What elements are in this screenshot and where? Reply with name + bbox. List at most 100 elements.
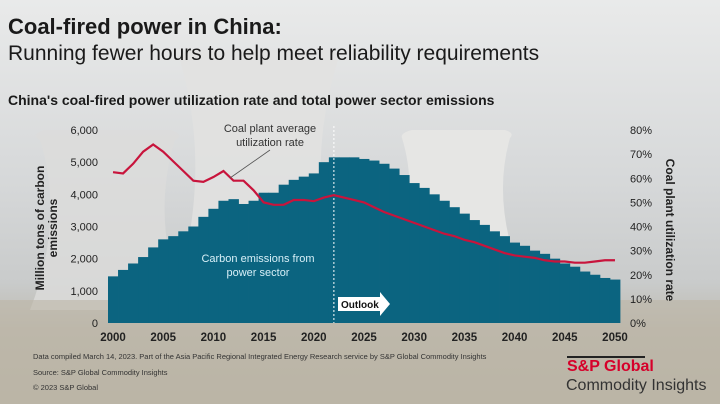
emissions-bar [439, 200, 450, 323]
brand-logo-name: S&P Global [567, 358, 654, 375]
emissions-bar [108, 276, 119, 323]
left-tick-label: 1,000 [70, 286, 98, 298]
x-tick-label: 2020 [301, 332, 327, 344]
emissions-bar [198, 216, 209, 323]
emissions-bar [429, 194, 440, 323]
emissions-bar [288, 179, 300, 323]
emissions-bar [248, 200, 259, 323]
right-axis-label: Coal plant utilization rate [663, 159, 677, 302]
emissions-bar [138, 257, 149, 323]
x-tick-label: 2015 [251, 332, 277, 344]
footer-note: Data compiled March 14, 2023. Part of th… [33, 352, 487, 361]
right-tick-label: 50% [630, 197, 652, 209]
emissions-bar [298, 176, 310, 323]
emissions-bar [218, 200, 229, 323]
x-tick-label: 2050 [602, 332, 628, 344]
right-tick-label: 70% [630, 149, 652, 161]
emissions-bar [338, 157, 350, 323]
left-axis-label-line: Million tons of carbon [33, 166, 47, 291]
brand-logo-tagline: Commodity Insights [566, 377, 707, 394]
emissions-bar [118, 269, 129, 323]
chart-title: China's coal-fired power utilization rat… [8, 92, 495, 108]
emissions-bar [238, 203, 249, 323]
right-tick-label: 60% [630, 173, 652, 185]
emissions-bar [308, 173, 320, 323]
emissions-bar [178, 231, 189, 323]
x-tick-label: 2045 [552, 332, 578, 344]
right-tick-label: 20% [630, 270, 652, 282]
utilization-line [112, 143, 615, 264]
x-tick-label: 2035 [452, 332, 478, 344]
x-tick-label: 2000 [100, 332, 126, 344]
emissions-bar [479, 224, 490, 323]
emissions-bar [208, 208, 219, 323]
right-tick-label: 0% [630, 318, 646, 330]
left-tick-label: 6,000 [70, 125, 98, 137]
left-tick-label: 2,000 [70, 254, 98, 266]
left-tick-label: 3,000 [70, 222, 98, 234]
page-subtitle: Running fewer hours to help meet reliabi… [8, 42, 540, 65]
emissions-bar [489, 231, 500, 323]
emissions-bar [389, 168, 400, 323]
bar-annotation-1: Carbon emissions from [201, 253, 314, 265]
line-annotation-2: utilization rate [236, 137, 304, 149]
right-tick-label: 80% [630, 125, 652, 137]
right-tick-label: 10% [630, 294, 652, 306]
x-tick-label: 2030 [401, 332, 427, 344]
right-tick-label: 30% [630, 246, 652, 258]
emissions-bar [419, 187, 430, 323]
left-axis-label-line: emissions [46, 198, 60, 257]
emissions-bar [358, 158, 370, 323]
annotation-leader [229, 149, 271, 179]
emissions-bar [369, 160, 380, 323]
left-tick-label: 0 [92, 318, 98, 330]
footer-source: Source: S&P Global Commodity Insights [33, 368, 168, 377]
emissions-bar [469, 220, 480, 323]
emissions-bar [128, 263, 139, 323]
emissions-bar [158, 239, 169, 323]
right-tick-label: 40% [630, 222, 652, 234]
emissions-bar [499, 236, 510, 323]
emissions-bar [519, 245, 531, 323]
bar-annotation-2: power sector [227, 267, 290, 279]
emissions-bar [328, 157, 340, 323]
emissions-bar [168, 236, 179, 323]
x-tick-label: 2005 [150, 332, 176, 344]
emissions-bar [268, 192, 280, 323]
x-tick-label: 2010 [201, 332, 227, 344]
emissions-bar [589, 274, 601, 323]
emissions-bar [559, 263, 571, 323]
emissions-bar [579, 271, 591, 323]
emissions-bar [449, 207, 460, 323]
emissions-bar [318, 162, 330, 323]
emissions-bar [379, 163, 390, 323]
emissions-bar [348, 157, 360, 323]
emissions-bar [188, 226, 199, 323]
outlook-arrow [338, 292, 390, 316]
left-axis-label: Million tons of carbonemissions [33, 166, 60, 291]
emissions-bar [549, 258, 561, 323]
emissions-bar [148, 247, 159, 323]
emissions-bar [529, 250, 541, 323]
left-tick-label: 5,000 [70, 157, 98, 169]
brand-rule [567, 356, 645, 358]
emissions-bar [278, 184, 290, 323]
emissions-bar [609, 279, 621, 323]
footer-copyright: © 2023 S&P Global [33, 383, 99, 392]
emissions-bar [569, 266, 581, 323]
emissions-bar [509, 242, 521, 323]
x-tick-label: 2025 [351, 332, 377, 344]
line-annotation-1: Coal plant average [224, 123, 316, 135]
x-tick-label: 2040 [502, 332, 528, 344]
outlook-label: Outlook [341, 300, 379, 311]
emissions-bar [399, 175, 410, 323]
emissions-bar [459, 213, 470, 323]
emissions-bar [228, 199, 239, 323]
page-title: Coal-fired power in China: [8, 14, 282, 39]
left-tick-label: 4,000 [70, 189, 98, 201]
emissions-bar [539, 253, 551, 323]
emissions-bar [409, 183, 420, 323]
emissions-bar [599, 277, 611, 323]
emissions-bar [258, 192, 270, 323]
